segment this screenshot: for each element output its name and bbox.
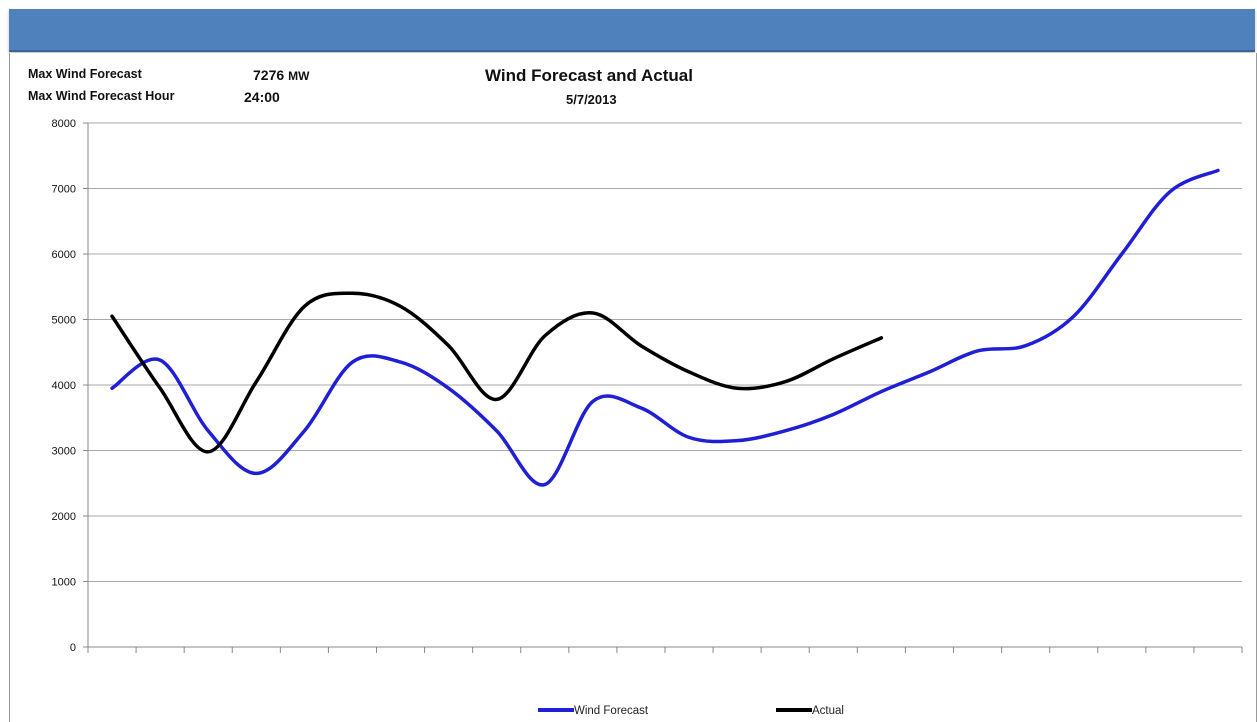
max-forecast-hour-value: 24:00 <box>244 89 280 105</box>
chart-subtitle: 5/7/2013 <box>566 92 617 107</box>
y-tick-label: 0 <box>70 642 76 654</box>
max-forecast-unit: MW <box>288 69 310 83</box>
y-tick-label: 6000 <box>52 249 76 261</box>
y-tick-label: 8000 <box>52 118 76 130</box>
y-tick-label: 7000 <box>52 184 76 196</box>
max-forecast-value: 7276 <box>253 67 285 83</box>
y-tick-label: 5000 <box>52 315 76 327</box>
y-tick-label: 4000 <box>52 380 76 392</box>
y-tick-label: 2000 <box>52 511 76 523</box>
chart-panel <box>9 53 1257 722</box>
x-tick-marks <box>87 647 1243 653</box>
series-line-wind-forecast <box>110 168 1220 487</box>
y-tick-label: 1000 <box>52 577 76 589</box>
legend: Wind Forecast Actual <box>538 705 844 717</box>
series-lines <box>110 168 1220 487</box>
series-line-actual <box>110 291 884 454</box>
max-forecast-hour-label: Max Wind Forecast Hour <box>28 89 175 103</box>
max-forecast-label: Max Wind Forecast <box>28 67 142 81</box>
y-tick-label: 3000 <box>52 446 76 458</box>
grid-lines <box>88 122 1242 582</box>
chart-title: Wind Forecast and Actual <box>485 66 693 85</box>
legend-label-wind-forecast: Wind Forecast <box>574 705 649 717</box>
y-tick-labels: 0 1000 2000 3000 4000 5000 6000 7000 8000 <box>52 118 88 654</box>
header-banner <box>9 9 1255 52</box>
max-forecast-value-group: 7276 MW <box>253 67 309 83</box>
legend-label-actual: Actual <box>812 705 844 717</box>
